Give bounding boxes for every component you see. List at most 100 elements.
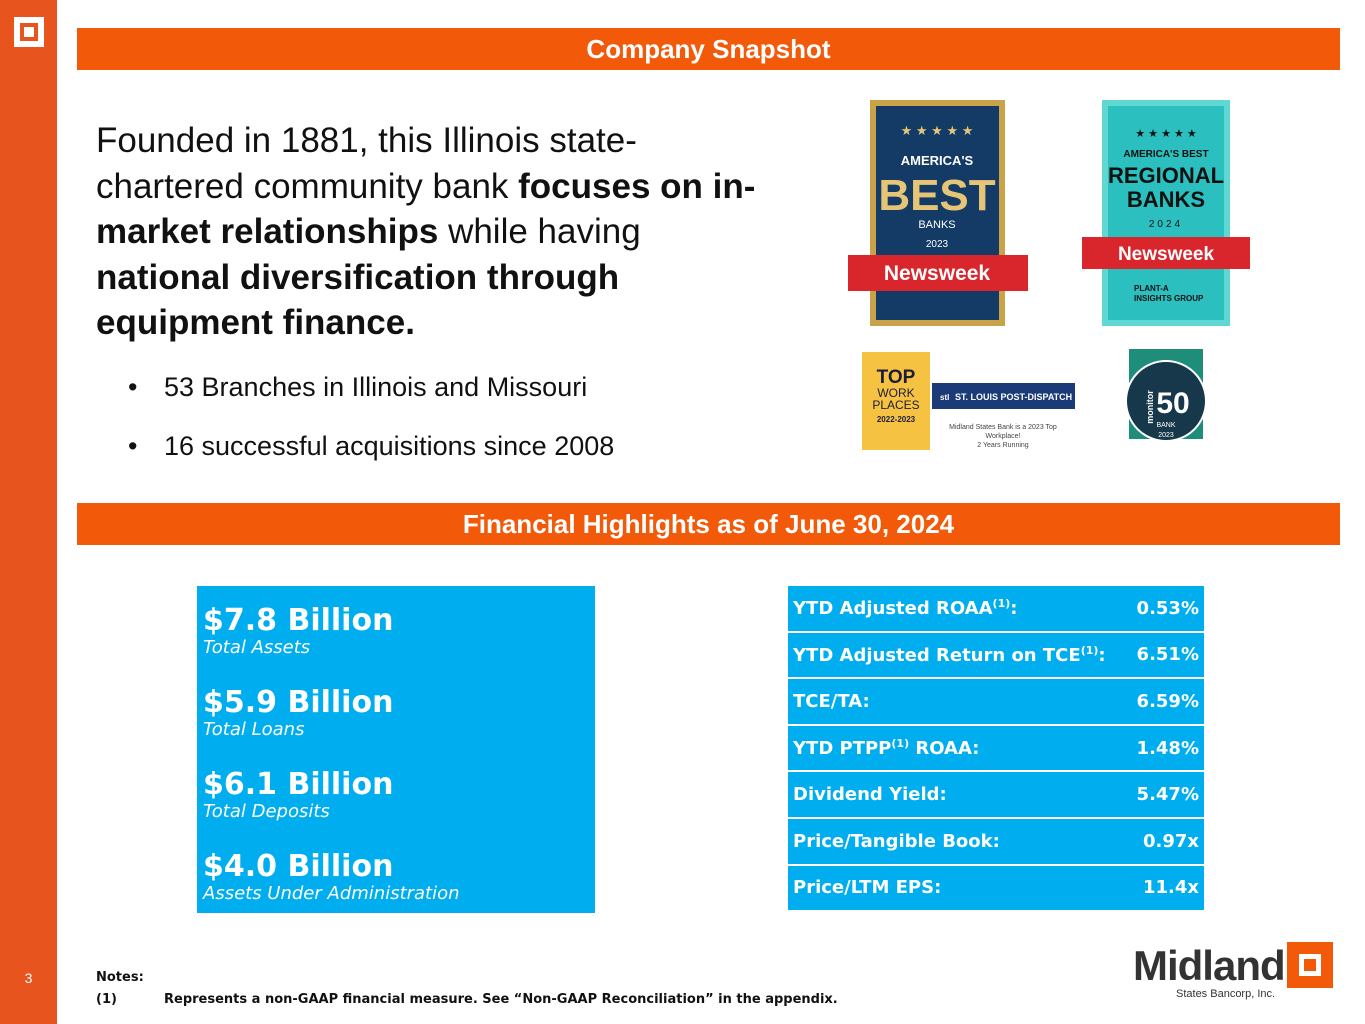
- ribbon: [1082, 237, 1250, 269]
- badge-text: 2023: [1158, 432, 1174, 439]
- side-bar: [0, 0, 57, 1024]
- intro-part: national diversification through equipme…: [96, 257, 620, 343]
- metric-row: YTD Adjusted ROAA(1): 0.53%: [788, 586, 1204, 631]
- badge-text: 2023: [926, 239, 949, 250]
- intro-part: Founded in 1881, this Illinois state-cha…: [96, 121, 637, 206]
- badge-seal: [1125, 360, 1207, 442]
- note: (1) Represents a non-GAAP financial measu…: [96, 989, 838, 1011]
- key-figure: $6.1 Billion Total Deposits: [203, 768, 393, 822]
- svg-text:★ ★ ★ ★ ★: ★ ★ ★ ★ ★: [1135, 128, 1197, 140]
- metric-value: 0.53%: [1136, 597, 1199, 619]
- metric-row: Dividend Yield: 5.47%: [788, 772, 1204, 817]
- badge: [1108, 106, 1224, 320]
- badge-text: BANKS: [1127, 187, 1205, 212]
- badge-text: stl: [940, 393, 949, 402]
- metric-row: Price/Tangible Book: 0.97x: [788, 818, 1204, 864]
- badge-text: monitor: [1145, 390, 1155, 424]
- badge-text: PLACES: [872, 398, 919, 412]
- metric-label: TCE/TA:: [793, 691, 870, 712]
- metric-label: YTD Adjusted ROAA(1):: [793, 597, 1017, 619]
- metric-label-text: TCE/TA:: [793, 690, 870, 712]
- figure-label: Total Deposits: [203, 801, 330, 822]
- svg-text:★ ★ ★ ★ ★: ★ ★ ★ ★ ★: [901, 123, 974, 138]
- metric-row: YTD PTPP(1) ROAA: 1.48%: [788, 725, 1204, 771]
- figure-label: Assets Under Administration: [203, 883, 460, 904]
- metric-label: YTD PTPP(1) ROAA:: [793, 737, 979, 759]
- badge-text: 2 Years Running: [977, 442, 1028, 449]
- metric-value: 0.97x: [1142, 830, 1199, 852]
- badge-text: BEST: [878, 171, 995, 220]
- badge-text: BANKS: [918, 219, 955, 231]
- metric-row: YTD Adjusted Return on TCE(1): 6.51%: [788, 632, 1204, 678]
- badge-text: WORK: [877, 386, 914, 400]
- bullet-text: 53 Branches in Illinois and Missouri: [164, 372, 588, 402]
- key-figure: $4.0 Billion Assets Under Administration: [203, 850, 460, 904]
- metric-label-text: YTD Adjusted ROAA: [793, 598, 993, 620]
- footnote-ref: (1): [992, 597, 1011, 611]
- paper-banner: [932, 383, 1075, 409]
- logo-subtitle: States Bancorp, Inc.: [1176, 988, 1276, 1000]
- metric-value: 6.59%: [1136, 690, 1199, 712]
- badge-text: 2024: [1149, 219, 1183, 230]
- metric-value: 11.4x: [1142, 877, 1199, 899]
- metric-label: Price/LTM EPS:: [793, 877, 941, 898]
- figure-amount: $6.1 Billion: [203, 767, 394, 802]
- badge-text: Midland States Bank is a 2023 Top: [949, 424, 1057, 431]
- metric-label: Price/Tangible Book:: [793, 831, 1000, 852]
- metric-label: YTD Adjusted Return on TCE(1):: [793, 644, 1106, 666]
- note-text: Represents a non-GAAP financial measure.…: [164, 992, 838, 1007]
- figure-amount: $7.8 Billion: [203, 603, 394, 638]
- badge-text: BANK: [1156, 422, 1175, 429]
- badge-text: TOP: [877, 367, 916, 388]
- metric-label-text: YTD PTPP: [793, 738, 892, 760]
- bullet: • 53 Branches in Illinois and Missouri: [128, 372, 588, 402]
- figure-label: Total Loans: [203, 719, 305, 740]
- page-number: 3: [24, 970, 33, 986]
- metric-row: Price/LTM EPS: 11.4x: [788, 865, 1204, 911]
- metric-label: Dividend Yield:: [793, 784, 947, 805]
- bullet: • 16 successful acquisitions since 2008: [128, 431, 615, 461]
- figure-amount: $5.9 Billion: [203, 685, 394, 720]
- intro-part: focuses on in-market relationships: [96, 166, 756, 252]
- section-header: Financial Highlights as of June 30, 2024: [77, 503, 1340, 545]
- note-marker: (1): [96, 992, 117, 1007]
- figure-label: Total Assets: [203, 637, 311, 658]
- badge-text: ST. LOUIS POST-DISPATCH: [955, 392, 1072, 402]
- metric-label-text: ROAA:: [909, 738, 980, 760]
- awards: ★ ★ ★ ★ ★ AMERICA'S BEST BANKS 2023 News…: [848, 100, 1250, 450]
- ribbon: [848, 255, 1028, 291]
- logo-mark: [1287, 942, 1333, 988]
- key-figure: $7.8 Billion Total Assets: [203, 604, 393, 658]
- metric-label-text: YTD Adjusted Return on TCE: [793, 644, 1081, 666]
- metric-value: 1.48%: [1136, 737, 1199, 759]
- notes: Notes: (1) Represents a non-GAAP financia…: [96, 967, 838, 1011]
- section-header: Company Snapshot: [77, 28, 1340, 70]
- metric-label-text: Price/LTM EPS:: [793, 877, 942, 899]
- footnote-ref: (1): [891, 737, 910, 751]
- badge-text: Newsweek: [1118, 244, 1215, 265]
- metric-value: 6.51%: [1136, 644, 1199, 666]
- metric-value: 5.47%: [1136, 784, 1199, 806]
- intro-text: Founded in 1881, this Illinois state-cha…: [96, 118, 776, 346]
- key-figure: $5.9 Billion Total Loans: [203, 686, 393, 740]
- side-logo: [14, 17, 44, 47]
- badge-text: Workplace!: [986, 433, 1021, 440]
- badge-text: PLANT-A: [1134, 284, 1169, 293]
- badge-text: AMERICA'S BEST: [1123, 149, 1208, 160]
- metric-label-text: Dividend Yield:: [793, 784, 947, 806]
- metrics-table: YTD Adjusted ROAA(1): 0.53% YTD Adjusted R…: [788, 586, 1204, 912]
- badge-text: INSIGHTS GROUP: [1134, 294, 1204, 303]
- badge: [862, 352, 930, 450]
- badge-text: Newsweek: [884, 262, 991, 285]
- key-figures: $7.8 Billion Total Assets $5.9 Billion Tota…: [197, 586, 595, 913]
- badge-text: AMERICA'S: [901, 153, 974, 168]
- metric-label-text: :: [1098, 644, 1106, 666]
- figure-amount: $4.0 Billion: [203, 849, 394, 884]
- intro-part: while having: [438, 212, 641, 251]
- metric-row: TCE/TA: 6.59%: [788, 679, 1204, 724]
- metric-label-text: Price/Tangible Book:: [793, 830, 1000, 852]
- badge-text: 50: [1156, 387, 1189, 420]
- notes-heading: Notes:: [96, 970, 144, 985]
- metric-label-text: :: [1010, 598, 1018, 620]
